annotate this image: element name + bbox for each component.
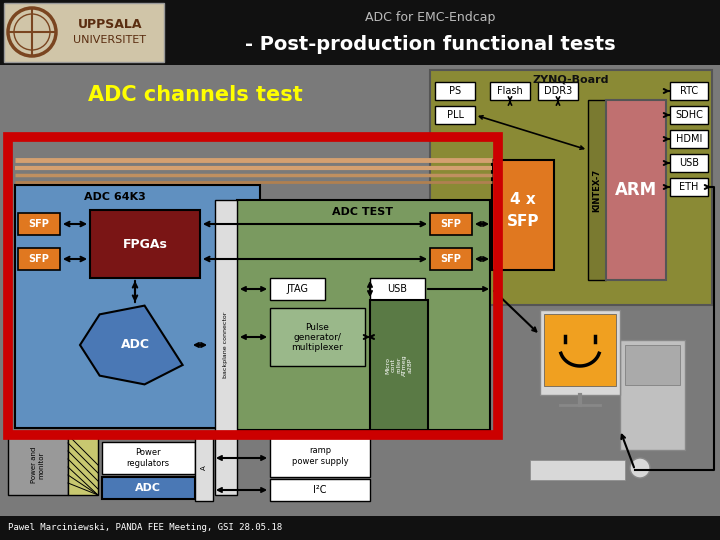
Bar bbox=[370, 300, 428, 430]
Text: ADC: ADC bbox=[120, 339, 150, 352]
Bar bbox=[670, 154, 708, 172]
Bar bbox=[430, 70, 712, 305]
Bar bbox=[15, 185, 260, 428]
Text: ADC TEST: ADC TEST bbox=[333, 207, 394, 217]
Bar bbox=[435, 82, 475, 100]
Text: ADC for EMC-Endcap: ADC for EMC-Endcap bbox=[365, 11, 495, 24]
Bar bbox=[538, 82, 578, 100]
Bar bbox=[606, 100, 666, 280]
Bar bbox=[625, 345, 680, 385]
Text: Pulse: Pulse bbox=[305, 322, 329, 332]
Bar bbox=[670, 106, 708, 124]
Text: SDHC: SDHC bbox=[675, 110, 703, 120]
Bar bbox=[430, 213, 472, 235]
Bar bbox=[540, 310, 620, 395]
Text: KINTEX-7: KINTEX-7 bbox=[593, 168, 601, 212]
Bar bbox=[8, 137, 498, 435]
Bar bbox=[270, 479, 370, 501]
Bar bbox=[492, 160, 554, 270]
Bar bbox=[18, 248, 60, 270]
Text: UNIVERSITET: UNIVERSITET bbox=[73, 35, 146, 45]
Text: SFP: SFP bbox=[441, 219, 462, 229]
Text: backplane connector: backplane connector bbox=[223, 312, 228, 378]
Bar bbox=[18, 213, 60, 235]
Bar bbox=[620, 340, 685, 450]
Text: Flash: Flash bbox=[497, 86, 523, 96]
Text: - Post-production functional tests: - Post-production functional tests bbox=[245, 35, 616, 53]
Bar bbox=[670, 130, 708, 148]
Text: Power and
monitor: Power and monitor bbox=[32, 447, 45, 483]
Bar bbox=[195, 435, 213, 501]
Text: SFP: SFP bbox=[441, 254, 462, 264]
Text: SFP: SFP bbox=[29, 219, 50, 229]
Text: generator/: generator/ bbox=[293, 333, 341, 341]
Text: USB: USB bbox=[679, 158, 699, 168]
Bar bbox=[4, 3, 164, 62]
Bar bbox=[270, 435, 370, 477]
Bar bbox=[270, 278, 325, 300]
Text: ZYNQ-Board: ZYNQ-Board bbox=[533, 74, 609, 84]
Text: ETH: ETH bbox=[679, 182, 698, 192]
Bar bbox=[102, 442, 195, 474]
Text: ARM: ARM bbox=[615, 181, 657, 199]
Text: PLL: PLL bbox=[446, 110, 464, 120]
Bar bbox=[237, 200, 490, 430]
Text: A: A bbox=[201, 465, 207, 470]
Bar bbox=[530, 460, 625, 480]
Text: USB: USB bbox=[387, 284, 407, 294]
Text: Pawel Marciniewski, PANDA FEE Meeting, GSI 28.05.18: Pawel Marciniewski, PANDA FEE Meeting, G… bbox=[8, 523, 282, 532]
Bar bbox=[430, 248, 472, 270]
Text: HDMI: HDMI bbox=[676, 134, 702, 144]
Bar bbox=[8, 435, 68, 495]
Text: JTAG: JTAG bbox=[286, 284, 308, 294]
Bar bbox=[0, 0, 720, 65]
Bar bbox=[90, 210, 200, 278]
Bar bbox=[435, 106, 475, 124]
Text: I²C: I²C bbox=[313, 485, 327, 495]
Text: Micro
cont
roller
ATmeg
a28P: Micro cont roller ATmeg a28P bbox=[385, 354, 413, 376]
Text: 4 x: 4 x bbox=[510, 192, 536, 207]
Text: multiplexer: multiplexer bbox=[291, 342, 343, 352]
Text: UPPSALA: UPPSALA bbox=[78, 17, 143, 30]
Circle shape bbox=[630, 458, 650, 478]
Text: FPGAs: FPGAs bbox=[122, 238, 168, 251]
Text: ADC: ADC bbox=[135, 483, 161, 493]
Bar bbox=[370, 278, 425, 300]
Bar bbox=[490, 82, 530, 100]
Bar bbox=[68, 435, 98, 495]
Bar bbox=[670, 82, 708, 100]
Bar bbox=[544, 314, 616, 386]
Text: SFP: SFP bbox=[29, 254, 50, 264]
Text: ADC channels test: ADC channels test bbox=[88, 85, 302, 105]
Text: ramp
power supply: ramp power supply bbox=[292, 446, 348, 465]
Text: Power
regulators: Power regulators bbox=[127, 448, 170, 468]
Bar bbox=[270, 308, 365, 366]
Bar bbox=[588, 100, 606, 280]
Polygon shape bbox=[80, 306, 183, 384]
Bar bbox=[102, 477, 195, 499]
Text: ADC 64K3: ADC 64K3 bbox=[84, 192, 146, 202]
Bar bbox=[215, 200, 237, 495]
Bar bbox=[0, 65, 720, 530]
Text: SFP: SFP bbox=[507, 214, 539, 230]
Bar bbox=[670, 178, 708, 196]
Text: PS: PS bbox=[449, 86, 461, 96]
Text: RTC: RTC bbox=[680, 86, 698, 96]
Text: DDR3: DDR3 bbox=[544, 86, 572, 96]
Bar bbox=[0, 516, 720, 540]
